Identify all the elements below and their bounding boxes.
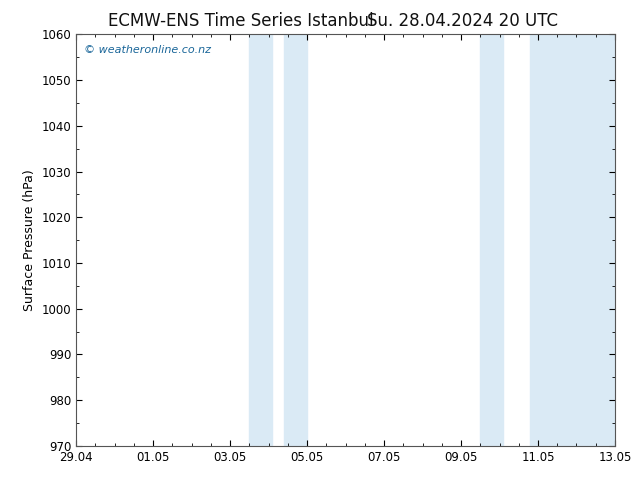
Y-axis label: Surface Pressure (hPa): Surface Pressure (hPa) (23, 169, 36, 311)
Text: ECMW-ENS Time Series Istanbul: ECMW-ENS Time Series Istanbul (108, 12, 373, 30)
Text: © weatheronline.co.nz: © weatheronline.co.nz (84, 45, 211, 54)
Bar (249, 34, 273, 446)
Bar (480, 34, 503, 446)
Bar (284, 34, 307, 446)
Text: Su. 28.04.2024 20 UTC: Su. 28.04.2024 20 UTC (367, 12, 559, 30)
Bar (530, 34, 615, 446)
